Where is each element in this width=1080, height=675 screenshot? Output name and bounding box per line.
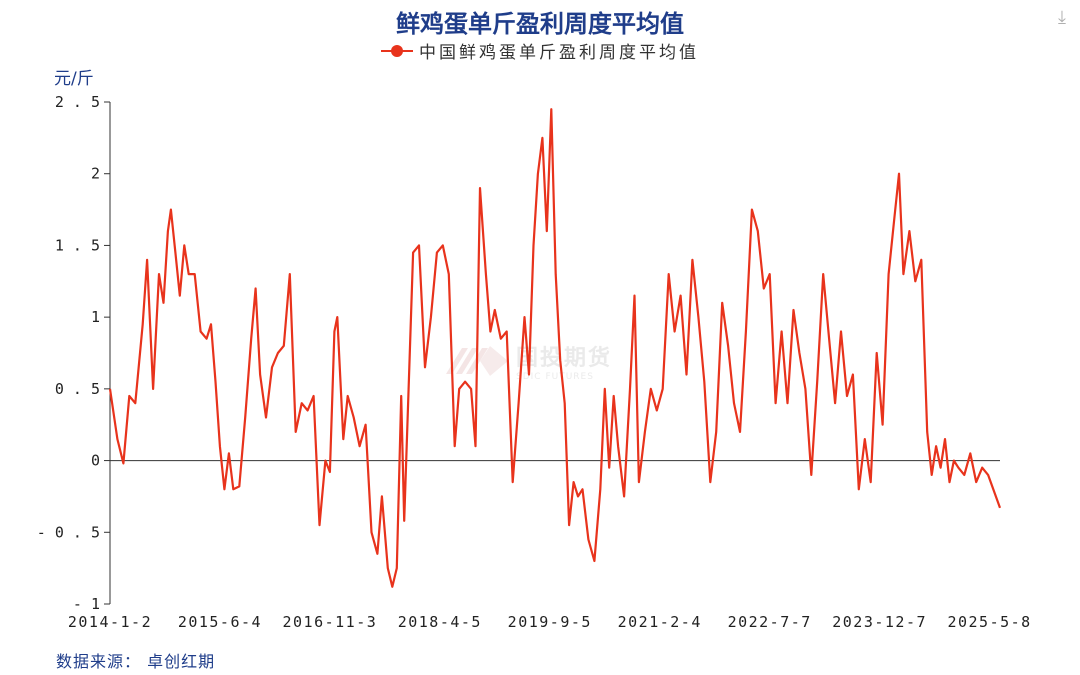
y-tick-label: - 0 . 5 bbox=[37, 523, 100, 541]
series-line bbox=[108, 108, 1002, 588]
x-tick-label: 2014-1-2 bbox=[68, 613, 152, 631]
y-tick-label: 2 bbox=[91, 165, 100, 183]
watermark-en: SDIC FUTURES bbox=[516, 372, 594, 382]
x-ticks: 2014-1-2 2015-6-4 2016-11-3 2018-4-5 2019-9-… bbox=[68, 613, 1031, 631]
download-icon[interactable]: ⤓ bbox=[1058, 7, 1066, 28]
x-tick-label: 2021-2-4 bbox=[618, 613, 702, 631]
watermark-cn: 国投期货 bbox=[516, 346, 613, 371]
x-tick-label: 2018-4-5 bbox=[398, 613, 482, 631]
y-tick-label: 0 bbox=[91, 452, 100, 470]
axes bbox=[109, 102, 1000, 604]
y-axis-unit-label: 元/斤 bbox=[54, 69, 94, 89]
legend-series-label: 中国鲜鸡蛋单斤盈利周度平均值 bbox=[419, 43, 699, 63]
x-tick-label: 2019-9-5 bbox=[508, 613, 592, 631]
chart-title: 鲜鸡蛋单斤盈利周度平均值 bbox=[396, 10, 684, 38]
y-tick-label: 0 . 5 bbox=[55, 380, 100, 398]
watermark: 国投期货 SDIC FUTURES bbox=[442, 340, 612, 382]
x-tick-label: 2016-11-3 bbox=[283, 613, 378, 631]
x-tick-label: 2023-12-7 bbox=[832, 613, 927, 631]
y-tick-label: 1 bbox=[91, 308, 100, 326]
data-source: 数据来源： 卓创红期 bbox=[56, 652, 216, 671]
x-tick-label: 2015-6-4 bbox=[178, 613, 262, 631]
x-tick-label: 2025-5-8 bbox=[947, 613, 1031, 631]
x-tick-label: 2022-7-7 bbox=[728, 613, 812, 631]
y-tick-label: 1 . 5 bbox=[55, 236, 100, 254]
legend-line-marker-icon bbox=[381, 44, 413, 58]
y-tick-label: 2 . 5 bbox=[55, 93, 100, 111]
y-tick-label: - 1 bbox=[73, 595, 100, 613]
watermark-logo-icon bbox=[442, 344, 512, 378]
y-ticks: 2 . 5 2 1 . 5 1 0 . 5 0 - 0 . 5 - 1 bbox=[37, 93, 110, 613]
legend: 中国鲜鸡蛋单斤盈利周度平均值 bbox=[0, 38, 1080, 63]
